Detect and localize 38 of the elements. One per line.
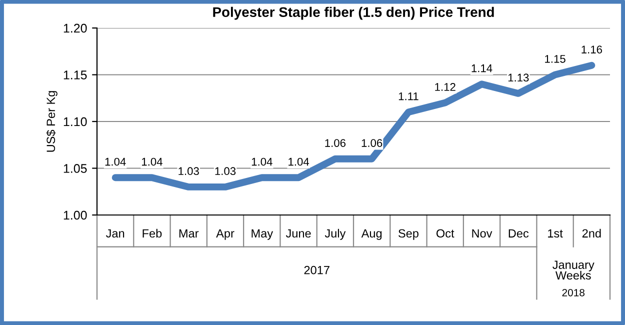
text: 2018 xyxy=(562,288,584,296)
x-tick-label: Oct xyxy=(436,229,454,238)
x-tick-label: Jan xyxy=(106,229,124,238)
data-label: 1.04 xyxy=(288,158,310,166)
text: January Weeks xyxy=(552,260,594,280)
y-tick-label: 1.00 xyxy=(64,210,87,220)
data-label: 1.15 xyxy=(545,55,566,63)
data-label: 1.03 xyxy=(215,167,236,176)
data-label: 1.11 xyxy=(398,92,418,100)
x-tick-label: Nov xyxy=(472,229,492,238)
data-label: 1.14 xyxy=(472,64,492,72)
y-tick-label: 1.15 xyxy=(64,70,87,80)
data-label: 1.13 xyxy=(508,74,529,82)
y-axis-title: US$ Per Kg xyxy=(46,91,58,152)
y-tick-label: 1.10 xyxy=(64,117,87,126)
x-tick-label: Feb xyxy=(142,228,162,238)
chart-title: Polyester Staple fiber (1.5 den) Price Trend xyxy=(213,6,494,20)
y-tick-label: 1.20 xyxy=(64,24,87,33)
data-label: 1.06 xyxy=(362,139,382,147)
text: 2017 xyxy=(304,266,330,274)
data-label: 1.04 xyxy=(252,158,272,166)
x-tick-label: June xyxy=(286,229,311,238)
data-label: 1.12 xyxy=(435,83,456,91)
data-label: 1.16 xyxy=(582,46,602,54)
x-tick-label: 1st xyxy=(548,229,563,238)
y-tick-label: 1.05 xyxy=(64,164,87,173)
x-tick-label: Apr xyxy=(216,229,234,240)
data-label: 1.04 xyxy=(142,158,162,166)
data-label: 1.03 xyxy=(178,167,199,176)
x-tick-label: Sep xyxy=(398,229,418,240)
x-tick-label: Mar xyxy=(179,229,199,238)
data-label: 1.06 xyxy=(325,139,346,147)
x-tick-label: July xyxy=(324,228,346,240)
x-tick-label: Dec xyxy=(508,229,529,238)
x-tick-label: 2nd xyxy=(582,228,601,238)
data-label: 1.04 xyxy=(105,158,126,166)
x-tick-label: Aug xyxy=(361,229,382,240)
x-tick-label: May xyxy=(252,229,274,240)
